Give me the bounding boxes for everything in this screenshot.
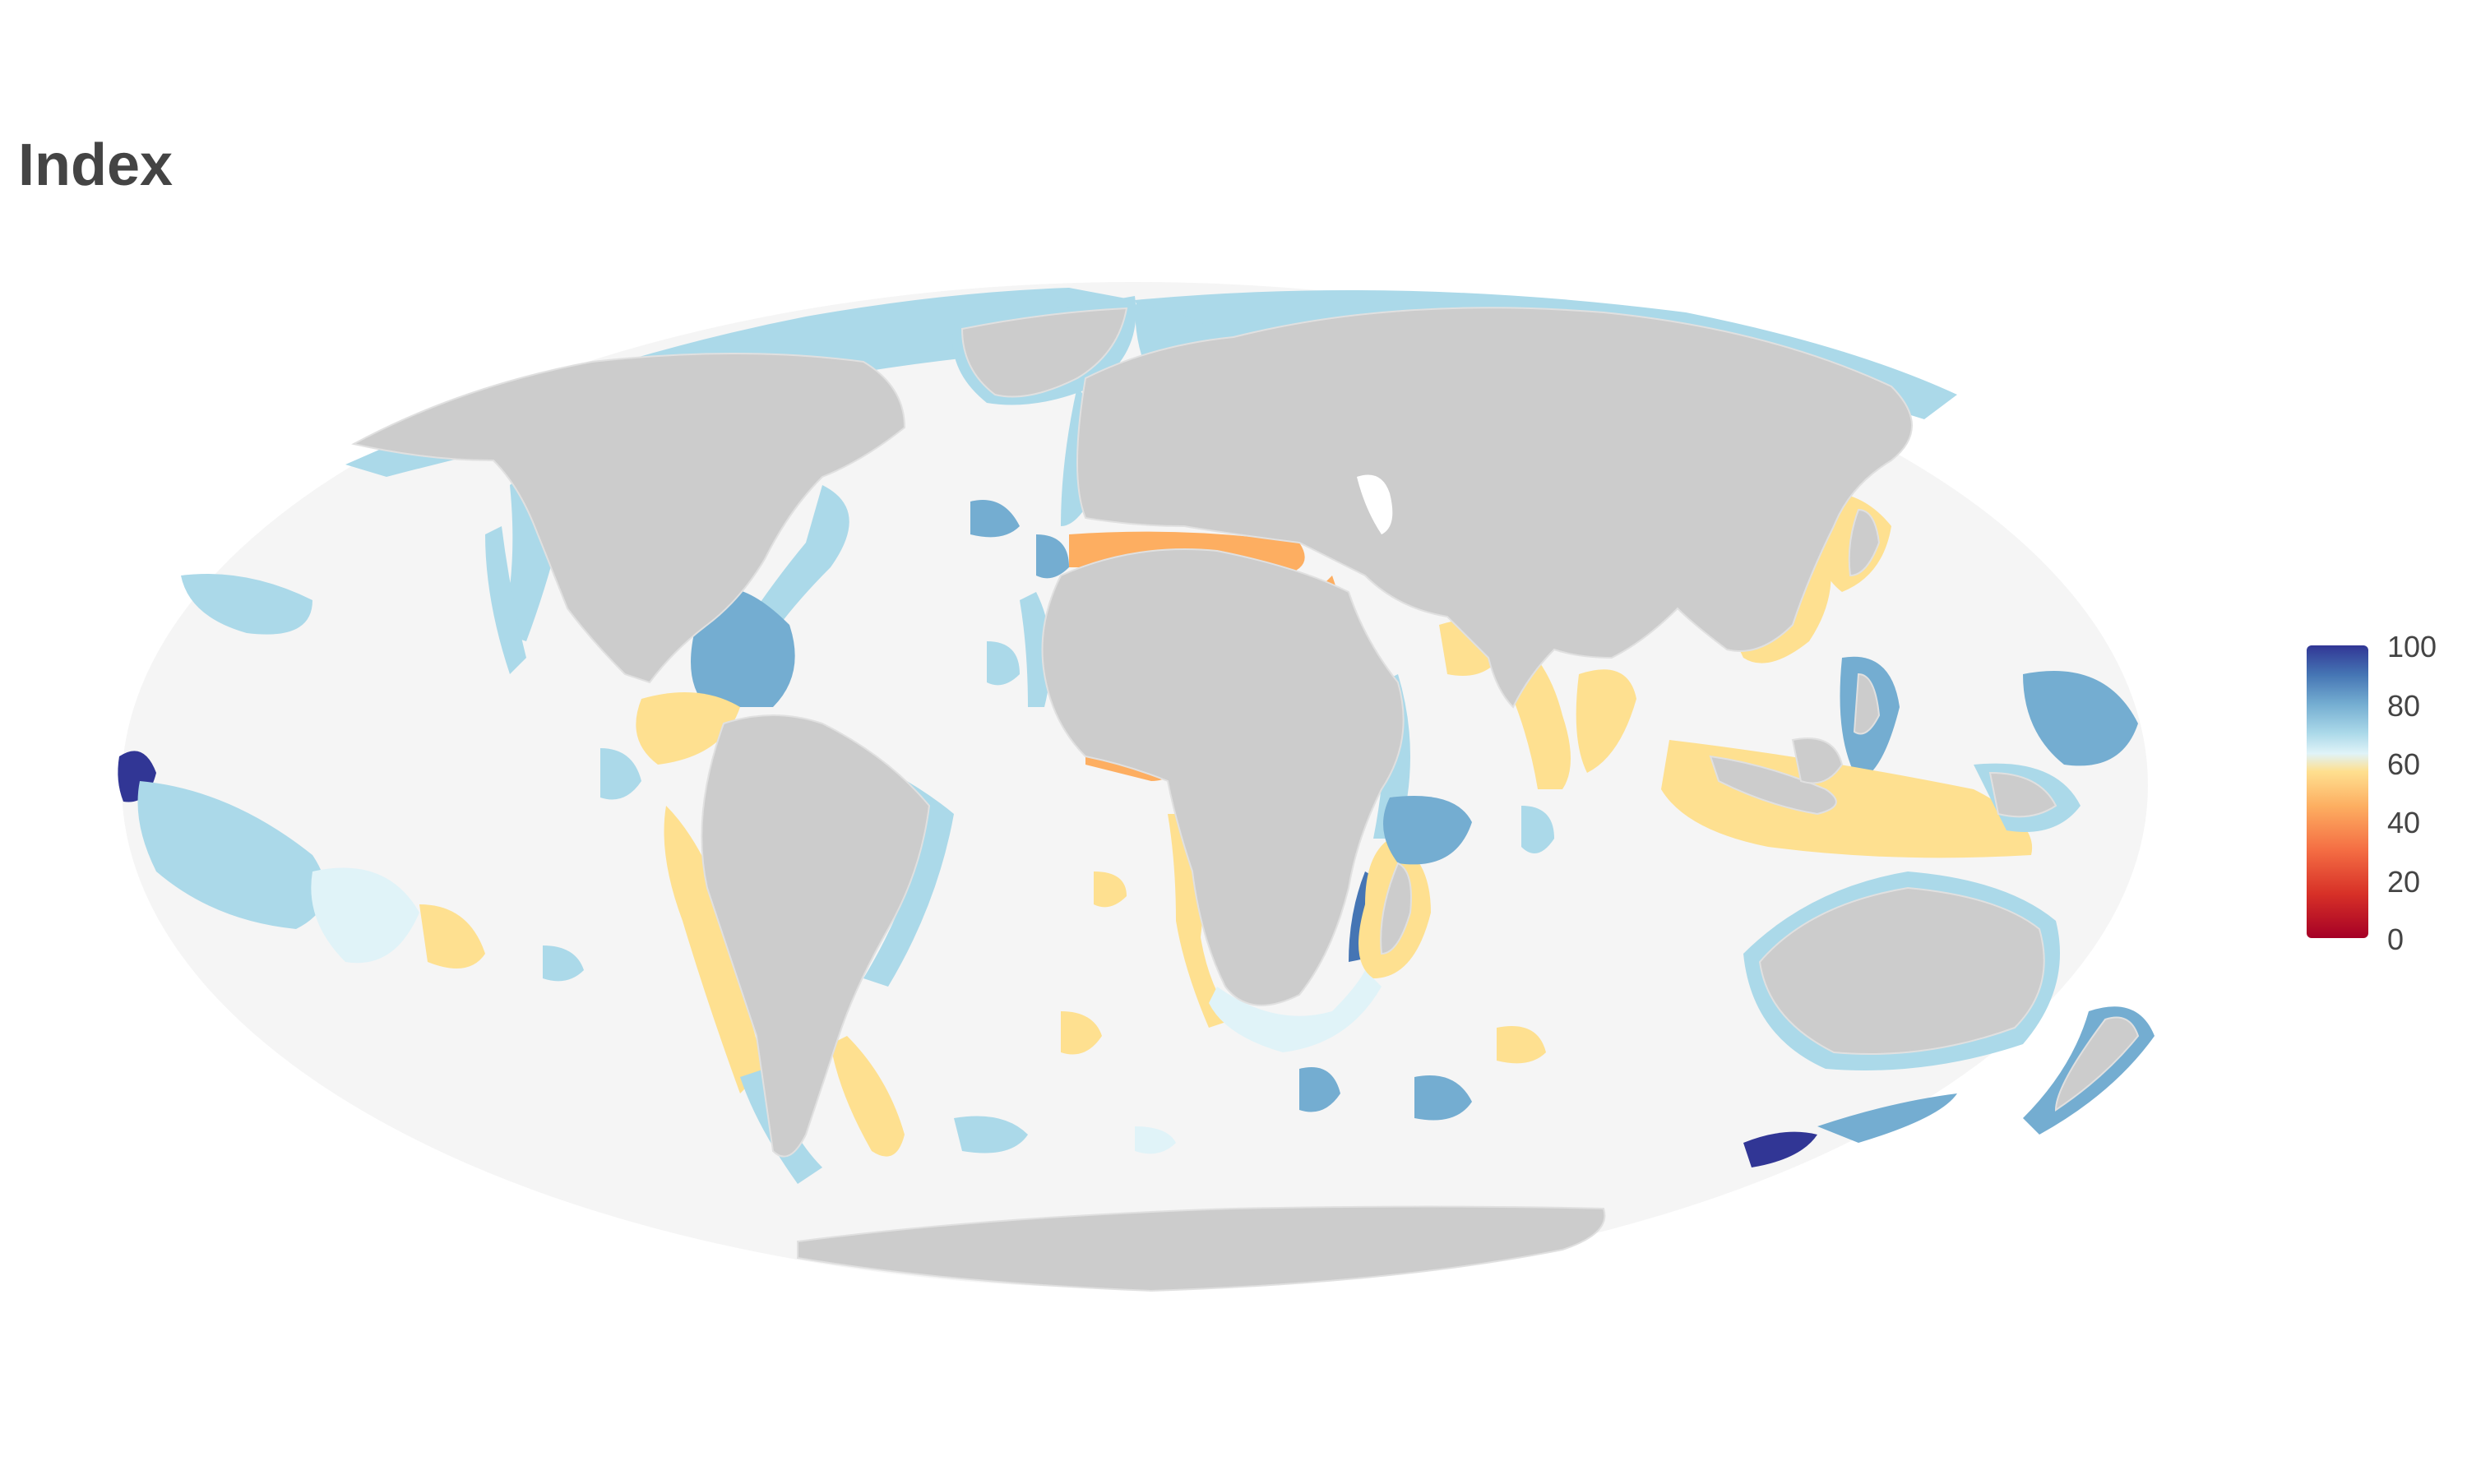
region-seychelles bbox=[1383, 796, 1472, 865]
indonesia-islands bbox=[1709, 755, 1837, 816]
antarctica bbox=[797, 1205, 1606, 1292]
madagascar bbox=[1380, 862, 1412, 955]
region-pacific-north bbox=[181, 574, 312, 635]
region-kerguelen bbox=[1414, 1075, 1472, 1121]
region-bouvet bbox=[1135, 1126, 1176, 1154]
region-maldives bbox=[1521, 806, 1554, 853]
region-south-georgia bbox=[954, 1116, 1028, 1153]
south-america bbox=[701, 714, 931, 1158]
region-new-zealand-south bbox=[1817, 1093, 1957, 1143]
region-crozet bbox=[1299, 1067, 1340, 1112]
caspian-sea bbox=[1357, 474, 1393, 534]
legend-tick bbox=[2368, 821, 2377, 823]
legend-label-40: 40 bbox=[2387, 806, 2421, 839]
region-amsterdam bbox=[1497, 1026, 1546, 1064]
new-guinea bbox=[1988, 771, 2057, 818]
legend-tick bbox=[2368, 937, 2377, 939]
legend-label-20: 20 bbox=[2387, 865, 2421, 899]
region-galapagos bbox=[600, 748, 641, 800]
region-pacific-west bbox=[137, 781, 326, 929]
region-us-west-coast bbox=[485, 526, 526, 674]
legend-tick bbox=[2368, 763, 2377, 765]
japan bbox=[1848, 508, 1881, 577]
legend-tick bbox=[2368, 704, 2377, 705]
region-bay-of-bengal bbox=[1576, 669, 1636, 773]
legend-tick bbox=[2368, 645, 2377, 647]
region-pacific-east bbox=[2023, 671, 2138, 766]
color-legend: 100 80 60 40 20 0 bbox=[2307, 632, 2437, 955]
legend-colorbar bbox=[2307, 645, 2368, 938]
borneo bbox=[1791, 737, 1844, 784]
legend-label-100: 100 bbox=[2387, 630, 2437, 663]
europe-asia bbox=[1076, 307, 1913, 709]
legend-label-60: 60 bbox=[2387, 747, 2421, 781]
region-polynesia-east bbox=[419, 904, 485, 969]
region-st-helena bbox=[1094, 871, 1127, 908]
legend-label-80: 80 bbox=[2387, 689, 2421, 723]
region-easter-island bbox=[543, 945, 584, 982]
map-title: Index bbox=[18, 132, 174, 198]
africa bbox=[1041, 548, 1405, 1006]
land bbox=[351, 307, 2140, 1292]
region-azores bbox=[970, 500, 1020, 538]
region-central-america bbox=[636, 692, 740, 765]
legend-tick bbox=[2368, 881, 2377, 882]
north-america bbox=[351, 353, 906, 684]
region-peru-chile bbox=[664, 806, 765, 1093]
region-polynesia bbox=[311, 867, 419, 964]
region-argentina bbox=[831, 1036, 905, 1157]
region-tristan bbox=[1061, 1011, 1102, 1055]
region-canary bbox=[1036, 534, 1069, 579]
region-south-africa bbox=[1209, 970, 1382, 1052]
new-zealand bbox=[2054, 1016, 2140, 1112]
greenland bbox=[960, 307, 1128, 398]
region-west-africa bbox=[1020, 592, 1051, 707]
philippines-land bbox=[1853, 673, 1881, 735]
australia bbox=[1758, 886, 2045, 1055]
region-auckland-islands bbox=[1743, 1131, 1817, 1167]
legend-label-0: 0 bbox=[2387, 922, 2405, 956]
region-cape-verde bbox=[987, 641, 1020, 686]
